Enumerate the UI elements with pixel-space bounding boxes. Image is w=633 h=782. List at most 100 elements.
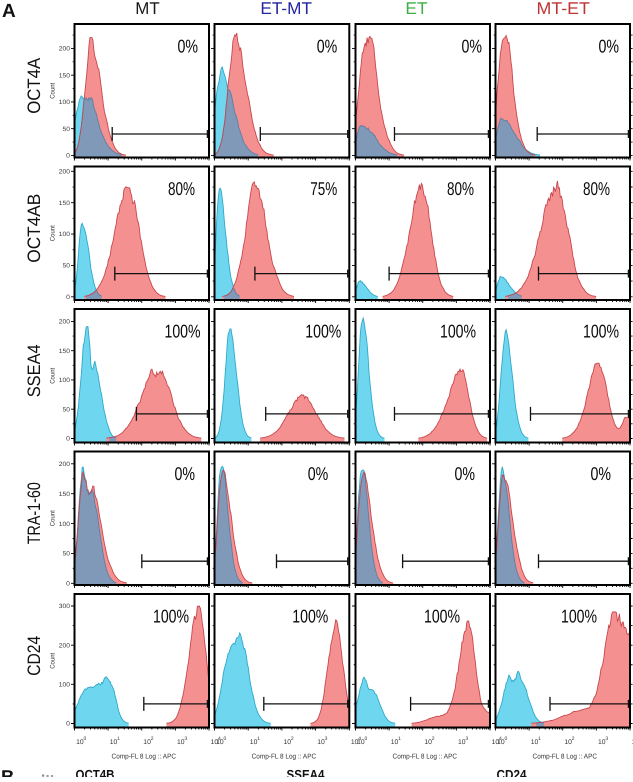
svg-text:100: 100 [59,682,71,689]
svg-text:OCT4A: OCT4A [24,58,44,114]
svg-text:100%: 100% [424,606,460,627]
svg-text:Count: Count [50,510,57,526]
svg-text:0: 0 [66,721,70,728]
svg-text:150: 150 [59,72,71,79]
svg-text:150: 150 [59,348,71,355]
svg-text:10: 10 [351,739,359,746]
svg-text:200: 200 [59,642,71,649]
svg-text:MT-ET: MT-ET [537,0,590,18]
svg-text:Comp-FL 8 Log :: APC: Comp-FL 8 Log :: APC [393,754,458,761]
svg-text:10: 10 [458,739,466,746]
svg-text:4: 4 [499,736,502,742]
svg-text:100%: 100% [292,606,328,627]
svg-text:A: A [2,1,16,22]
svg-text:10: 10 [211,739,219,746]
svg-text:3: 3 [325,736,328,742]
svg-text:50: 50 [63,406,71,413]
svg-text:10: 10 [284,739,292,746]
svg-text:CD24: CD24 [497,767,528,777]
svg-text:300: 300 [59,603,71,610]
svg-text:80%: 80% [583,178,610,199]
svg-text:10: 10 [564,739,572,746]
svg-text:0%: 0% [175,463,196,484]
svg-text:0%: 0% [462,36,483,57]
svg-text:0: 0 [505,736,508,742]
svg-text:0%: 0% [599,36,620,57]
svg-text:0: 0 [66,581,70,588]
svg-text:Comp-FL 8 Log :: APC: Comp-FL 8 Log :: APC [533,754,598,761]
svg-text:0%: 0% [308,463,329,484]
svg-text:0: 0 [66,153,70,160]
svg-text:100: 100 [59,99,71,106]
svg-text:MT: MT [135,0,159,18]
svg-text:0: 0 [84,736,87,742]
svg-text:0%: 0% [178,36,199,57]
svg-text:150: 150 [59,200,71,207]
svg-text:150: 150 [59,491,71,498]
svg-text:200: 200 [59,46,71,53]
svg-text:2: 2 [291,736,294,742]
svg-text:3: 3 [184,736,187,742]
svg-text:ET-MT: ET-MT [260,0,312,18]
svg-text:50: 50 [63,551,71,558]
svg-text:10: 10 [250,739,258,746]
svg-text:3: 3 [465,736,468,742]
svg-text:80%: 80% [168,178,195,199]
svg-text:CD24: CD24 [24,636,44,676]
svg-text:50: 50 [63,263,71,270]
svg-text:10: 10 [391,739,399,746]
svg-text:SSEA4: SSEA4 [287,767,326,777]
svg-text:100%: 100% [165,321,201,342]
svg-text:10: 10 [424,739,432,746]
svg-text:1: 1 [538,736,541,742]
svg-text:10: 10 [143,739,151,746]
svg-text:2: 2 [151,736,154,742]
svg-text:OCT4B: OCT4B [76,767,115,777]
svg-text:0%: 0% [317,36,338,57]
svg-text:Comp-FL 8 Log :: APC: Comp-FL 8 Log :: APC [112,754,177,761]
svg-text:OCT4AB: OCT4AB [24,194,44,263]
svg-text:100%: 100% [440,321,476,342]
svg-text:100%: 100% [561,606,597,627]
svg-text:3: 3 [605,736,608,742]
svg-text:10: 10 [317,739,325,746]
svg-text:1: 1 [398,736,401,742]
svg-text:100: 100 [59,521,71,528]
svg-text:10: 10 [598,739,606,746]
svg-text:4: 4 [358,736,361,742]
svg-text:100%: 100% [153,606,189,627]
svg-text:10: 10 [216,739,224,746]
svg-text:10: 10 [177,739,185,746]
svg-text:ET: ET [405,0,427,18]
svg-text:10: 10 [497,739,505,746]
svg-text:Count: Count [50,225,57,241]
svg-text:100: 100 [59,231,71,238]
svg-text:100%: 100% [583,321,619,342]
svg-text:1: 1 [117,736,120,742]
svg-text:0: 0 [66,294,70,301]
svg-text:0: 0 [224,736,227,742]
svg-text:10: 10 [531,739,539,746]
svg-text:B: B [1,766,14,777]
svg-text:80%: 80% [447,178,474,199]
svg-text:10: 10 [76,739,84,746]
svg-text:0%: 0% [455,463,476,484]
svg-text:Count: Count [50,83,57,99]
svg-text:100: 100 [59,377,71,384]
svg-text:10: 10 [492,739,500,746]
svg-text:200: 200 [59,169,71,176]
svg-text:4: 4 [218,736,221,742]
svg-text:75%: 75% [310,178,337,199]
svg-text:2: 2 [572,736,575,742]
svg-text:100%: 100% [305,321,341,342]
svg-text:1: 1 [257,736,260,742]
svg-text:0%: 0% [591,463,612,484]
svg-text:0: 0 [66,436,70,443]
svg-text:200: 200 [59,461,71,468]
svg-text:50: 50 [63,126,71,133]
svg-text:SSEA4: SSEA4 [24,344,44,397]
svg-text:200: 200 [59,319,71,326]
svg-text:10: 10 [357,739,365,746]
svg-text:10: 10 [632,739,633,746]
svg-text:Comp-FL 8 Log :: APC: Comp-FL 8 Log :: APC [252,754,317,761]
